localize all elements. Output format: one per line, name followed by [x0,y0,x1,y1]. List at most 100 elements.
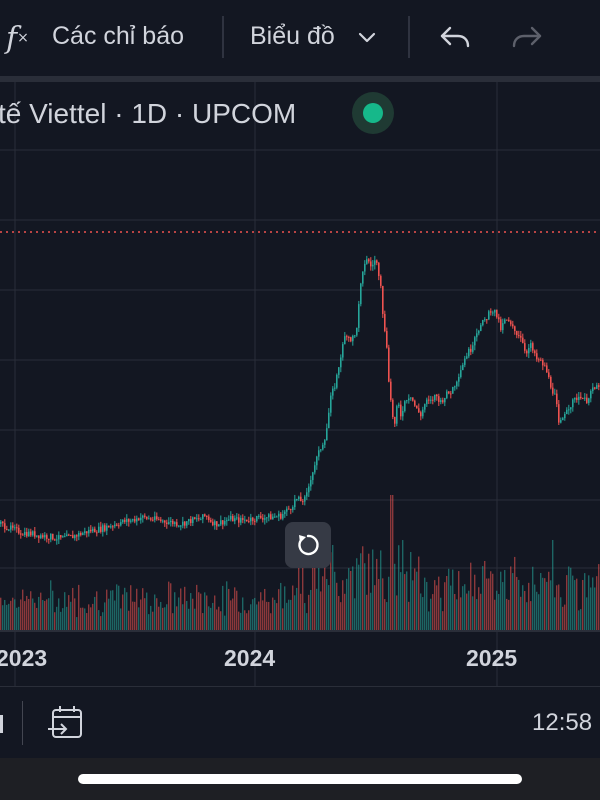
volume-bar [180,588,182,630]
volume-bar [230,600,232,630]
candle-body [434,394,436,401]
candle-body [18,527,20,534]
function-fx-icon[interactable]: f × [6,20,29,56]
volume-bar [396,595,398,630]
volume-bar [448,568,450,630]
volume-bar [566,575,568,630]
candle-body [420,412,422,417]
candle-body [6,528,8,530]
volume-bar [220,611,222,630]
volume-bar [52,590,54,630]
candle-body [170,520,172,523]
volume-bar [588,575,590,630]
candle-body [562,418,564,421]
home-indicator[interactable] [78,774,522,784]
candle-body [560,420,562,423]
candle-body [272,516,274,520]
candle-body [50,533,52,540]
candle-body [596,385,598,389]
candle-body [186,521,188,526]
volume-bar [238,611,240,630]
calendar-goto-icon[interactable] [46,703,86,743]
candle-body [32,531,34,536]
bottom-divider [22,701,23,745]
candle-body [80,532,82,535]
volume-bar [478,587,480,630]
volume-bar [162,607,164,630]
candle-body [182,521,184,526]
candle-body [378,262,380,277]
candle-body [466,356,468,359]
redo-arrow-icon[interactable] [510,22,544,52]
candle-body [42,535,44,538]
volume-bar [24,601,26,630]
volume-bar [224,615,226,630]
volume-bar [244,610,246,630]
candle-body [46,535,48,539]
candle-body [14,527,16,529]
volume-bar [12,597,14,630]
volume-bar [14,599,16,630]
candle-body [520,335,522,338]
undo-arrow-icon[interactable] [438,22,472,52]
candle-body [310,480,312,487]
volume-bar [258,601,260,630]
candle-body [460,370,462,377]
volume-bar [34,602,36,630]
volume-bar [6,604,8,630]
volume-bar [430,598,432,630]
toolbar-divider [222,16,224,58]
candle-body [302,501,304,503]
candle-body [134,519,136,522]
candle-body [598,385,600,387]
candle-body [108,525,110,528]
candle-body [36,535,38,537]
volume-bar [350,571,352,630]
candle-body [570,407,572,410]
candle-body [206,515,208,517]
chart-type-button[interactable]: Biểu đồ [250,22,335,50]
volume-bar [584,573,586,630]
volume-bar [500,571,502,630]
candle-body [556,393,558,405]
chevron-down-icon[interactable] [356,24,378,50]
volume-bar [182,604,184,630]
volume-bar [274,599,276,630]
candle-body [478,330,480,334]
candle-body [156,516,158,520]
volume-bar [236,590,238,630]
candle-body [546,365,548,373]
volume-bar [504,570,506,630]
volume-bar [342,580,344,630]
volume-bar [458,571,460,630]
volume-bar [136,588,138,630]
candle-body [178,525,180,527]
indicators-button[interactable]: Các chỉ báo [52,22,185,50]
candle-body [436,394,438,397]
volume-bar [262,600,264,630]
reset-chart-button[interactable] [285,522,331,568]
candle-body [64,536,66,538]
volume-bar [54,612,56,630]
symbol-title[interactable]: tế Viettel · 1D · UPCOM [0,98,297,129]
candle-body [218,524,220,527]
bottom-toolbar: 12:58 [0,686,600,759]
volume-bar [444,582,446,630]
volume-bar [594,587,596,630]
volume-bar [106,589,108,630]
volume-bar [208,606,210,630]
volume-bar [4,599,6,630]
volume-bar [110,590,112,630]
volume-bar [352,566,354,630]
volume-bar [434,580,436,630]
volume-bar [210,607,212,630]
volume-bar [540,573,542,630]
candle-body [68,534,70,536]
left-edge-control[interactable] [0,715,3,733]
candle-body [364,263,366,272]
volume-bar [334,571,336,630]
price-chart[interactable] [0,82,600,686]
market-status-indicator[interactable] [352,92,394,134]
volume-bar [188,608,190,630]
volume-bar [268,601,270,630]
